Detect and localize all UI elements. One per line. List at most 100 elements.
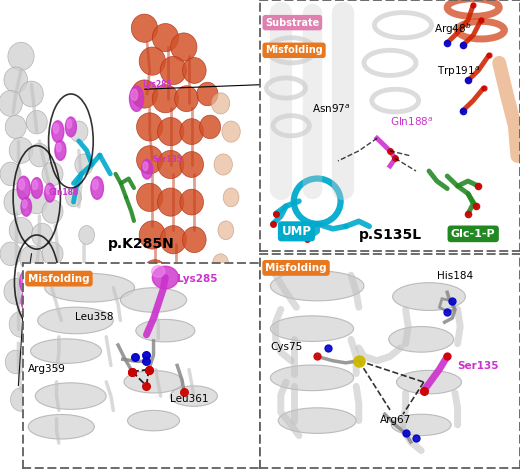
Ellipse shape <box>20 245 43 272</box>
Circle shape <box>66 117 76 137</box>
Text: Lys285: Lys285 <box>142 80 172 89</box>
Text: Arg48$^b$: Arg48$^b$ <box>434 21 472 37</box>
Ellipse shape <box>8 42 34 70</box>
Ellipse shape <box>5 350 26 374</box>
Circle shape <box>22 294 27 302</box>
Ellipse shape <box>20 81 43 107</box>
Ellipse shape <box>10 388 32 411</box>
Text: Misfolding: Misfolding <box>265 263 327 273</box>
Ellipse shape <box>270 365 354 391</box>
Ellipse shape <box>4 67 28 93</box>
Ellipse shape <box>214 154 232 175</box>
Ellipse shape <box>270 271 364 301</box>
Ellipse shape <box>132 80 158 108</box>
Circle shape <box>67 119 72 128</box>
Ellipse shape <box>121 288 187 312</box>
Circle shape <box>141 159 152 179</box>
Text: Arg359: Arg359 <box>28 364 66 374</box>
Ellipse shape <box>0 162 21 186</box>
Circle shape <box>32 180 37 189</box>
Ellipse shape <box>32 223 53 247</box>
Ellipse shape <box>218 221 233 240</box>
Ellipse shape <box>180 119 203 145</box>
Circle shape <box>34 267 45 288</box>
Circle shape <box>21 291 32 310</box>
Text: Substrate: Substrate <box>265 18 319 28</box>
Ellipse shape <box>212 93 230 114</box>
Circle shape <box>45 273 55 291</box>
Ellipse shape <box>42 242 63 266</box>
Ellipse shape <box>183 227 206 253</box>
Text: Ser135: Ser135 <box>152 155 183 164</box>
Ellipse shape <box>160 226 187 254</box>
Ellipse shape <box>5 115 26 139</box>
Circle shape <box>93 180 98 190</box>
Ellipse shape <box>9 311 33 337</box>
Circle shape <box>31 178 43 198</box>
Circle shape <box>131 89 138 101</box>
Ellipse shape <box>200 115 220 139</box>
Text: Asn97$^a$: Asn97$^a$ <box>312 103 350 115</box>
Circle shape <box>20 270 33 294</box>
Ellipse shape <box>139 47 165 75</box>
Ellipse shape <box>4 189 28 215</box>
Text: Leu358: Leu358 <box>75 313 114 322</box>
Ellipse shape <box>180 151 203 178</box>
Circle shape <box>46 275 50 283</box>
Ellipse shape <box>32 317 53 341</box>
Ellipse shape <box>392 414 451 436</box>
Text: His184: His184 <box>437 272 473 282</box>
Circle shape <box>21 273 27 284</box>
Ellipse shape <box>137 146 163 174</box>
Ellipse shape <box>278 408 356 433</box>
Ellipse shape <box>33 393 51 415</box>
Text: UMP: UMP <box>281 225 311 238</box>
Ellipse shape <box>31 339 101 363</box>
Ellipse shape <box>29 143 50 167</box>
Circle shape <box>51 121 64 142</box>
Ellipse shape <box>71 263 87 282</box>
Ellipse shape <box>4 278 28 305</box>
Ellipse shape <box>143 259 167 285</box>
Ellipse shape <box>139 221 165 249</box>
Text: p.S135L: p.S135L <box>358 228 422 242</box>
Ellipse shape <box>35 383 106 409</box>
Ellipse shape <box>164 264 188 290</box>
Text: Gln188$^a$: Gln188$^a$ <box>390 115 433 128</box>
Circle shape <box>53 124 59 133</box>
Ellipse shape <box>27 355 47 378</box>
Ellipse shape <box>168 341 189 364</box>
Ellipse shape <box>223 188 239 207</box>
Ellipse shape <box>42 162 63 186</box>
Ellipse shape <box>183 57 206 84</box>
Ellipse shape <box>9 137 33 163</box>
Text: Misfolding: Misfolding <box>28 274 90 283</box>
Circle shape <box>55 141 66 160</box>
Ellipse shape <box>132 14 158 42</box>
Circle shape <box>19 179 24 190</box>
Circle shape <box>45 183 55 202</box>
Ellipse shape <box>70 121 88 142</box>
Text: Glc-1-P: Glc-1-P <box>451 229 496 239</box>
Ellipse shape <box>66 188 82 207</box>
Ellipse shape <box>147 336 168 360</box>
Text: Cys75: Cys75 <box>270 342 303 352</box>
Circle shape <box>22 200 27 208</box>
Circle shape <box>143 162 148 171</box>
Circle shape <box>129 86 144 111</box>
Circle shape <box>46 186 50 194</box>
Ellipse shape <box>47 280 68 303</box>
Circle shape <box>17 176 30 200</box>
Ellipse shape <box>0 242 21 266</box>
Ellipse shape <box>75 154 93 175</box>
Text: Ser135: Ser135 <box>458 361 499 371</box>
Ellipse shape <box>158 188 184 216</box>
Ellipse shape <box>27 190 47 214</box>
Ellipse shape <box>170 386 217 406</box>
Text: Misfolding: Misfolding <box>265 45 323 55</box>
Ellipse shape <box>152 85 178 113</box>
Ellipse shape <box>137 183 163 212</box>
Ellipse shape <box>158 150 184 179</box>
Ellipse shape <box>397 370 462 394</box>
Ellipse shape <box>124 370 183 393</box>
